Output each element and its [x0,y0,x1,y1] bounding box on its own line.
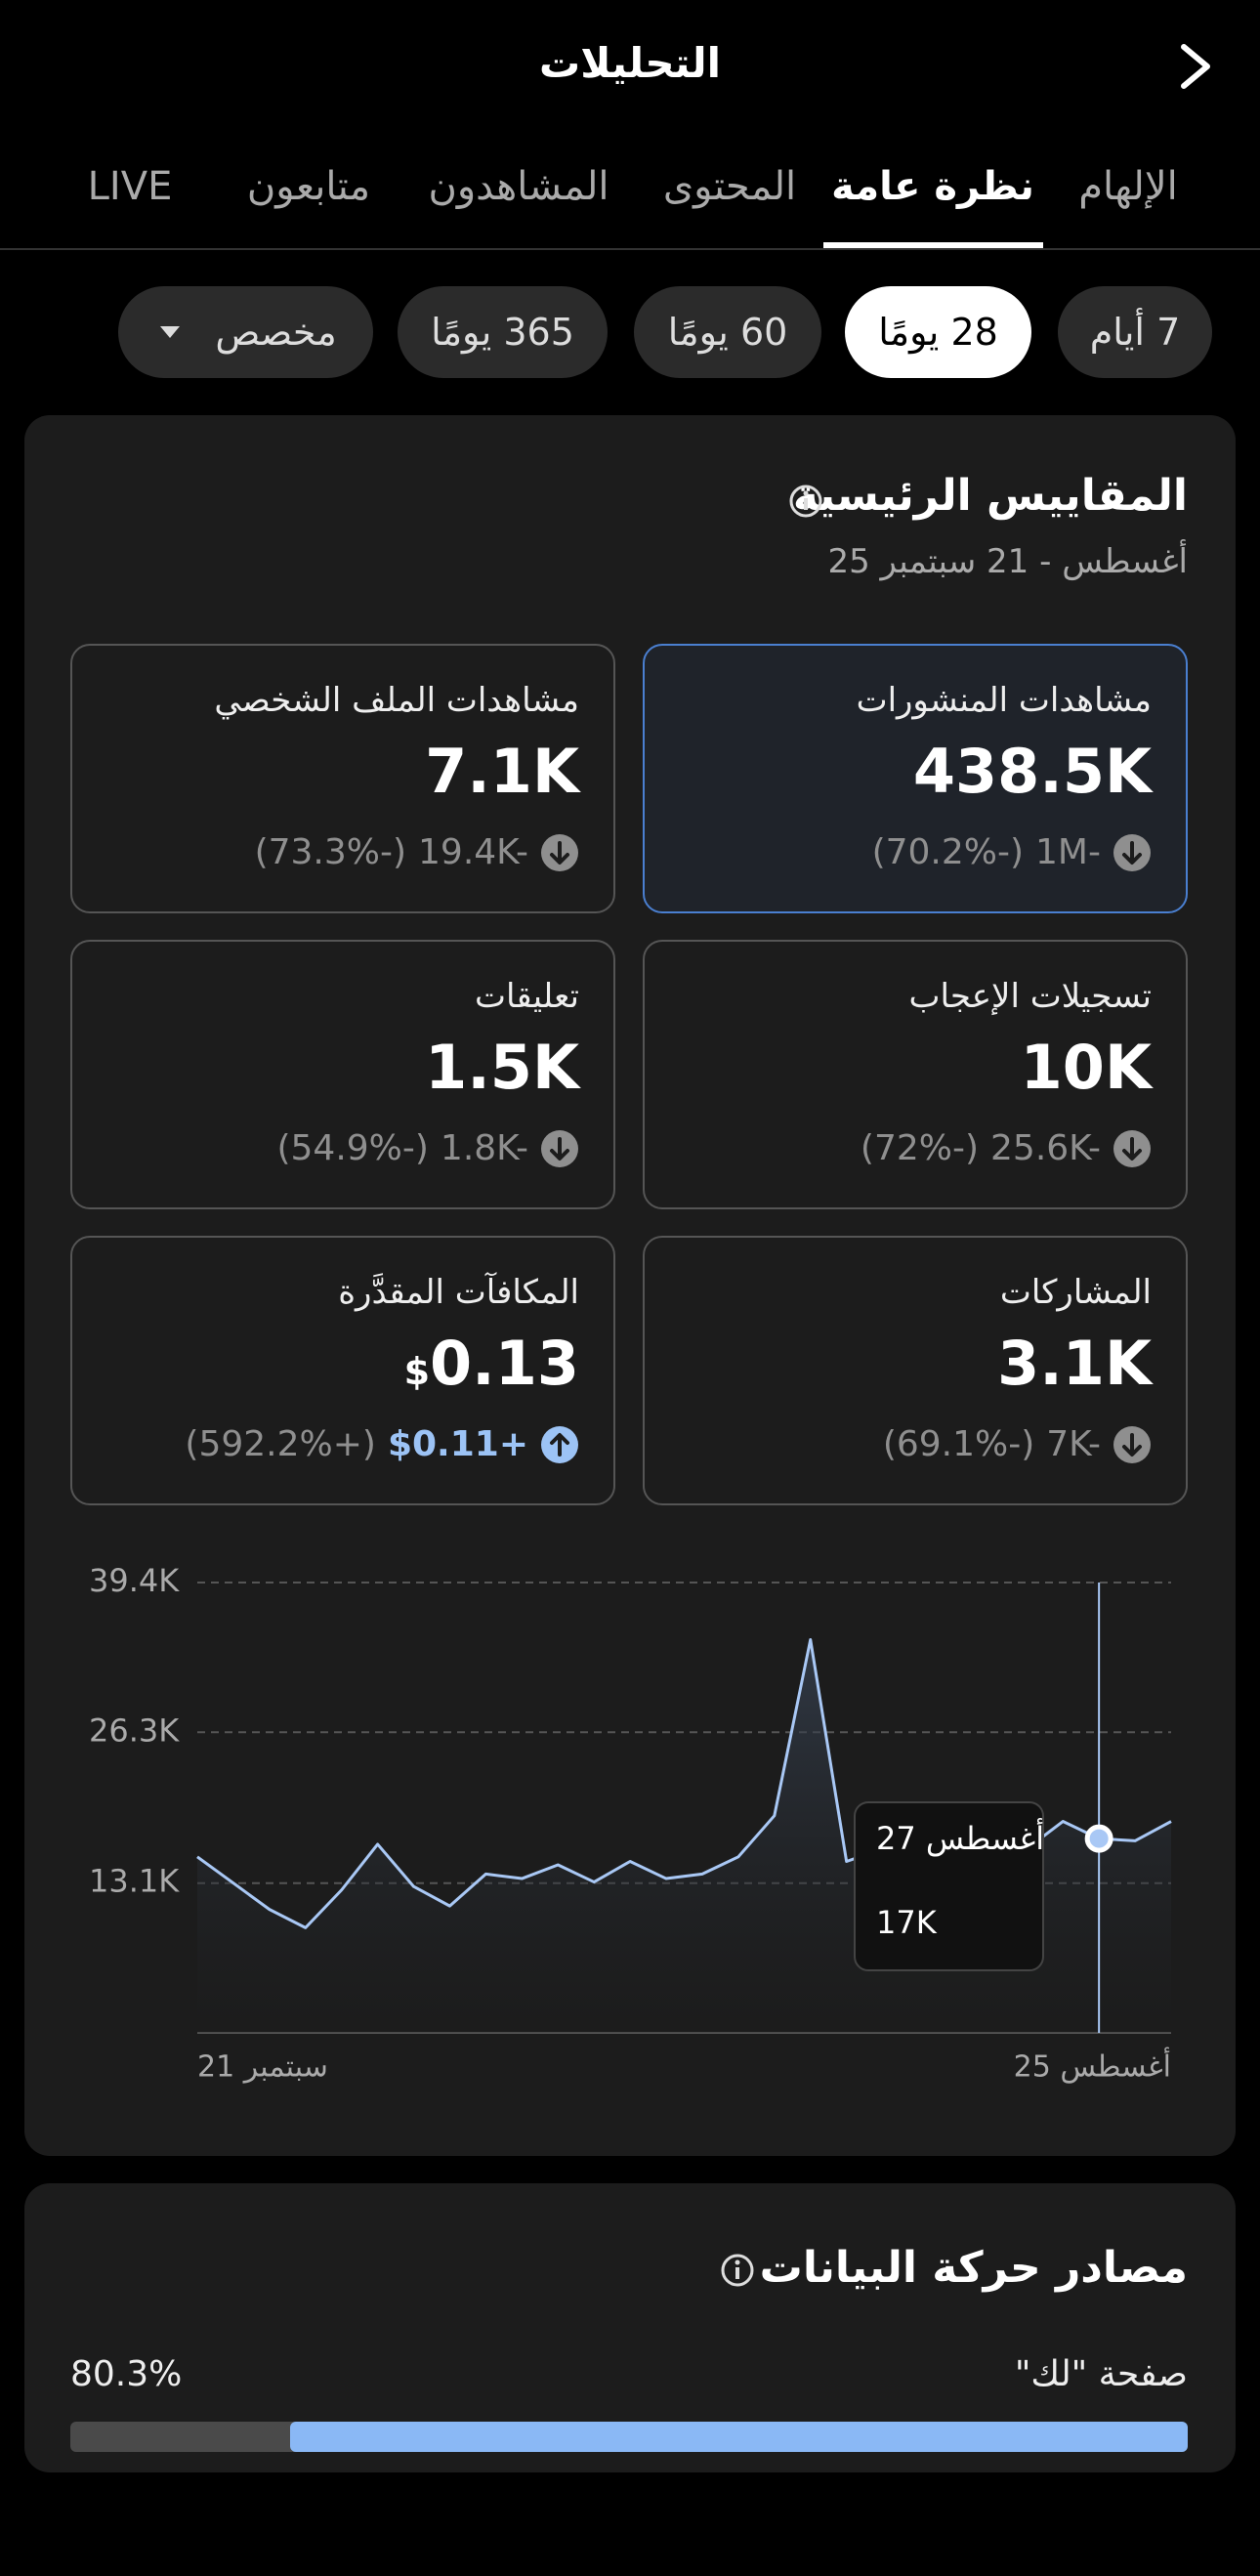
metric-change: 7K- [1046,1424,1101,1464]
period-label: 365 يومًا [431,311,574,354]
metric-card[interactable] [70,644,615,913]
tab-divider [0,248,1260,250]
info-icon[interactable] [719,2252,756,2289]
period-pill[interactable]: 28 يومًا [845,286,1031,378]
metric-change-percent: (73.3%-) [254,832,407,872]
metric-change: 1.8K- [440,1128,528,1168]
metric-value-row: 3.1K [643,1328,1152,1399]
period-label: 60 يومًا [667,311,788,354]
metric-value: 438.5K [912,736,1152,807]
metric-label: مشاهدات الملف الشخصي [214,681,579,720]
metric-value: 3.1K [997,1328,1152,1399]
tooltip-value: 17K [876,1904,938,1941]
metric-value-row: 10K [643,1032,1152,1103]
trend-icon [1113,833,1151,871]
metric-label: المكافآت المقدَّرة [338,1273,579,1312]
period-pill[interactable]: 7 أيام [1058,286,1212,378]
info-icon[interactable] [787,483,824,520]
metric-card[interactable] [643,644,1188,913]
metric-change-row: (70.2%-) 1M- [643,832,1152,872]
date-range: 25 أغسطس - 21 سبتمبر [827,542,1188,581]
metric-change-row: (69.1%-) 7K- [643,1424,1152,1464]
period-label: 28 يومًا [878,311,998,354]
metric-card[interactable] [643,1236,1188,1505]
metric-card[interactable] [643,940,1188,1209]
y-tick-label: 13.1K [89,1863,180,1900]
period-label: 7 أيام [1089,311,1181,354]
metric-change-row: (72%-) 25.6K- [643,1128,1152,1168]
metric-change-percent: (70.2%-) [871,832,1025,872]
x-tick-label: 25 أغسطس [1014,2047,1171,2085]
metric-value: 10K [1020,1032,1152,1103]
tab[interactable]: الإلهام [1078,164,1178,209]
header-title: التحليلات [539,39,721,87]
tooltip-box [854,1801,1044,1971]
metric-label: تسجيلات الإعجاب [908,977,1152,1016]
metric-value-row: 7.1K [70,736,579,807]
selected-point [1084,1824,1113,1853]
tooltip-label: 27 أغسطس [876,1818,1044,1857]
metric-change: $0.11+ [387,1424,528,1464]
metric-value-row: 438.5K [643,736,1152,807]
source-label: صفحة "لك" [1014,2354,1188,2394]
period-pill[interactable]: 365 يومًا [398,286,608,378]
tab[interactable]: المشاهدون [428,164,609,209]
metric-change-percent: (592.2%+) [185,1424,376,1464]
metric-change-percent: (54.9%-) [276,1128,429,1168]
tab[interactable]: المحتوى [662,164,797,209]
metric-change-row: (73.3%-) 19.4K- [70,832,579,872]
metric-change-row: (54.9%-) 1.8K- [70,1128,579,1168]
trend-icon [541,833,578,871]
metric-change: 1M- [1035,832,1101,872]
metric-value: 1.5K [425,1032,579,1103]
dropdown-caret [160,326,181,338]
period-pill[interactable]: 60 يومًا [634,286,821,378]
metric-value: 7.1K [425,736,579,807]
metric-label: مشاهدات المنشورات [856,681,1152,720]
trend-icon [1113,1425,1151,1463]
metric-value-row: $0.13 [70,1328,579,1399]
tab[interactable]: LIVE [87,164,173,209]
line-chart: 13.1K 26.3K 39.4K 21 سبتمبر 25 أغسطس 27 أغسطس… [89,1562,1172,2085]
trend-icon [541,1425,578,1463]
metric-change: 19.4K- [418,832,528,872]
metric-value-row: 1.5K [70,1032,579,1103]
y-tick-label: 39.4K [89,1562,180,1599]
trend-icon [1113,1129,1151,1167]
metric-card[interactable] [70,940,615,1209]
section-title: المقاييس الرئيسية [792,471,1188,521]
metric-label: المشاركات [999,1273,1152,1312]
progress-bar [290,2422,1188,2452]
metric-label: تعليقات [475,977,579,1016]
metric-change-percent: (69.1%-) [882,1424,1035,1464]
back-button[interactable] [1172,41,1219,92]
metric-card[interactable] [70,1236,615,1505]
metric-change-row: (592.2%+) $0.11+ [70,1424,579,1464]
period-pill[interactable]: مخصص [118,286,373,378]
tab[interactable]: نظرة عامة [831,164,1034,209]
x-tick-label: 21 سبتمبر [197,2050,328,2085]
metric-change-percent: (72%-) [860,1128,980,1168]
section-title: مصادر حركة البيانات [759,2243,1188,2293]
metric-value: 0.13 [430,1328,579,1399]
metric-currency: $ [403,1350,431,1393]
metric-change: 25.6K- [990,1128,1101,1168]
tab-underline [823,242,1043,248]
source-value: 80.3% [70,2354,183,2394]
y-tick-label: 26.3K [89,1711,180,1749]
tab[interactable]: متابعون [246,164,371,209]
trend-icon [541,1129,578,1167]
period-label: مخصص [215,311,337,354]
